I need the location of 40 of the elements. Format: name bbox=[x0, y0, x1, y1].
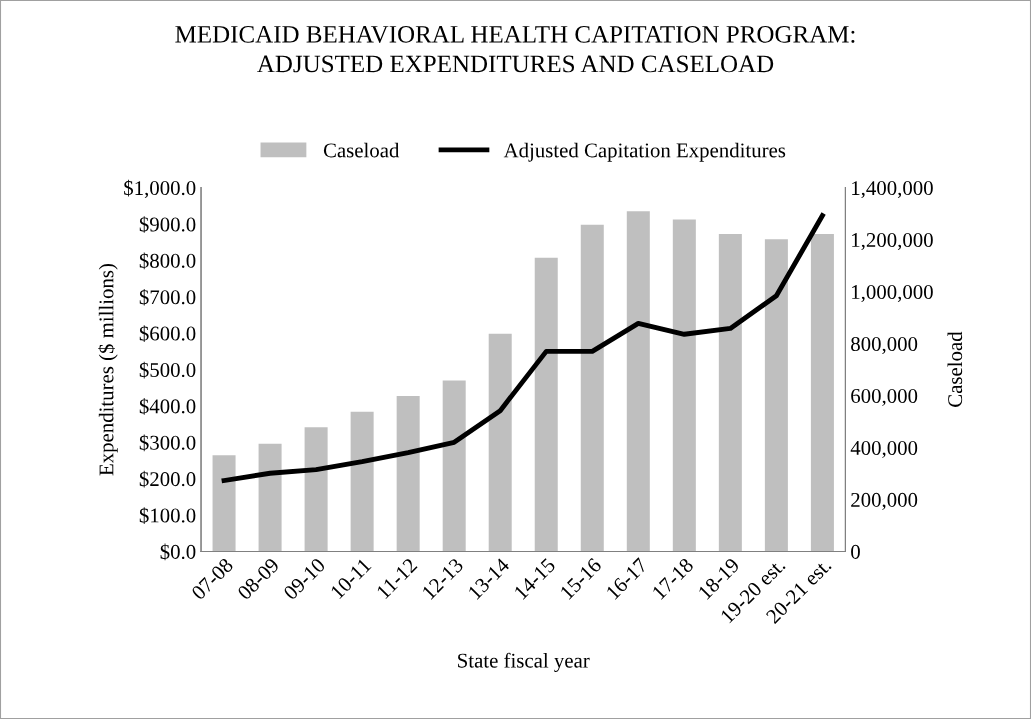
y2-tick-label: 1,200,000 bbox=[852, 233, 933, 251]
bar bbox=[304, 427, 328, 552]
y-tick-label: $300.0 bbox=[139, 434, 196, 452]
y2-tick-label: 400,000 bbox=[850, 440, 918, 458]
bar bbox=[672, 219, 696, 552]
y-tick-label: $0.0 bbox=[160, 543, 196, 561]
bar bbox=[442, 380, 466, 552]
legend-label: Adjusted Capitation Expenditures bbox=[503, 142, 786, 162]
bar bbox=[534, 257, 558, 552]
y-tick-label: $200.0 bbox=[139, 470, 196, 488]
bar bbox=[626, 211, 650, 552]
line-series bbox=[221, 213, 825, 483]
y2-tick-label: 200,000 bbox=[851, 492, 918, 510]
x-axis-title: State fiscal year bbox=[458, 652, 590, 672]
y2-axis-title: Caseload bbox=[947, 331, 963, 407]
bar bbox=[810, 233, 834, 552]
bar bbox=[350, 411, 374, 552]
bar bbox=[718, 233, 742, 552]
y2-tick-label: 1,400,000 bbox=[852, 181, 933, 199]
bar bbox=[764, 239, 788, 552]
bar bbox=[396, 396, 420, 552]
bar bbox=[580, 224, 604, 552]
y2-tick-label: 0 bbox=[851, 544, 860, 559]
y-tick-label: $500.0 bbox=[139, 361, 196, 379]
y2-tick-label: 1,000,000 bbox=[852, 284, 933, 303]
y-axis-title: Expenditures ($ millions) bbox=[98, 264, 118, 476]
y-tick-label: $1,000.0 bbox=[124, 179, 196, 199]
y-tick-label: $600.0 bbox=[139, 325, 196, 342]
legend-label: Caseload bbox=[323, 142, 400, 158]
y2-tick-label: 800,000 bbox=[851, 336, 918, 355]
y-tick-label: $400.0 bbox=[139, 398, 196, 415]
y2-tick-label: 600,000 bbox=[851, 388, 918, 406]
bar bbox=[258, 443, 282, 552]
chart-title: MEDICAID BEHAVIORAL HEALTH CAPITATION PROGRAM: ADJUSTED EXPENDITURES AND CASELOAD bbox=[175, 25, 855, 73]
y-tick-label: $100.0 bbox=[139, 507, 196, 524]
y-tick-label: $800.0 bbox=[139, 252, 196, 270]
y-tick-label: $700.0 bbox=[139, 288, 196, 306]
bar bbox=[212, 455, 236, 552]
bar bbox=[488, 333, 512, 552]
y-tick-label: $900.0 bbox=[139, 216, 196, 233]
